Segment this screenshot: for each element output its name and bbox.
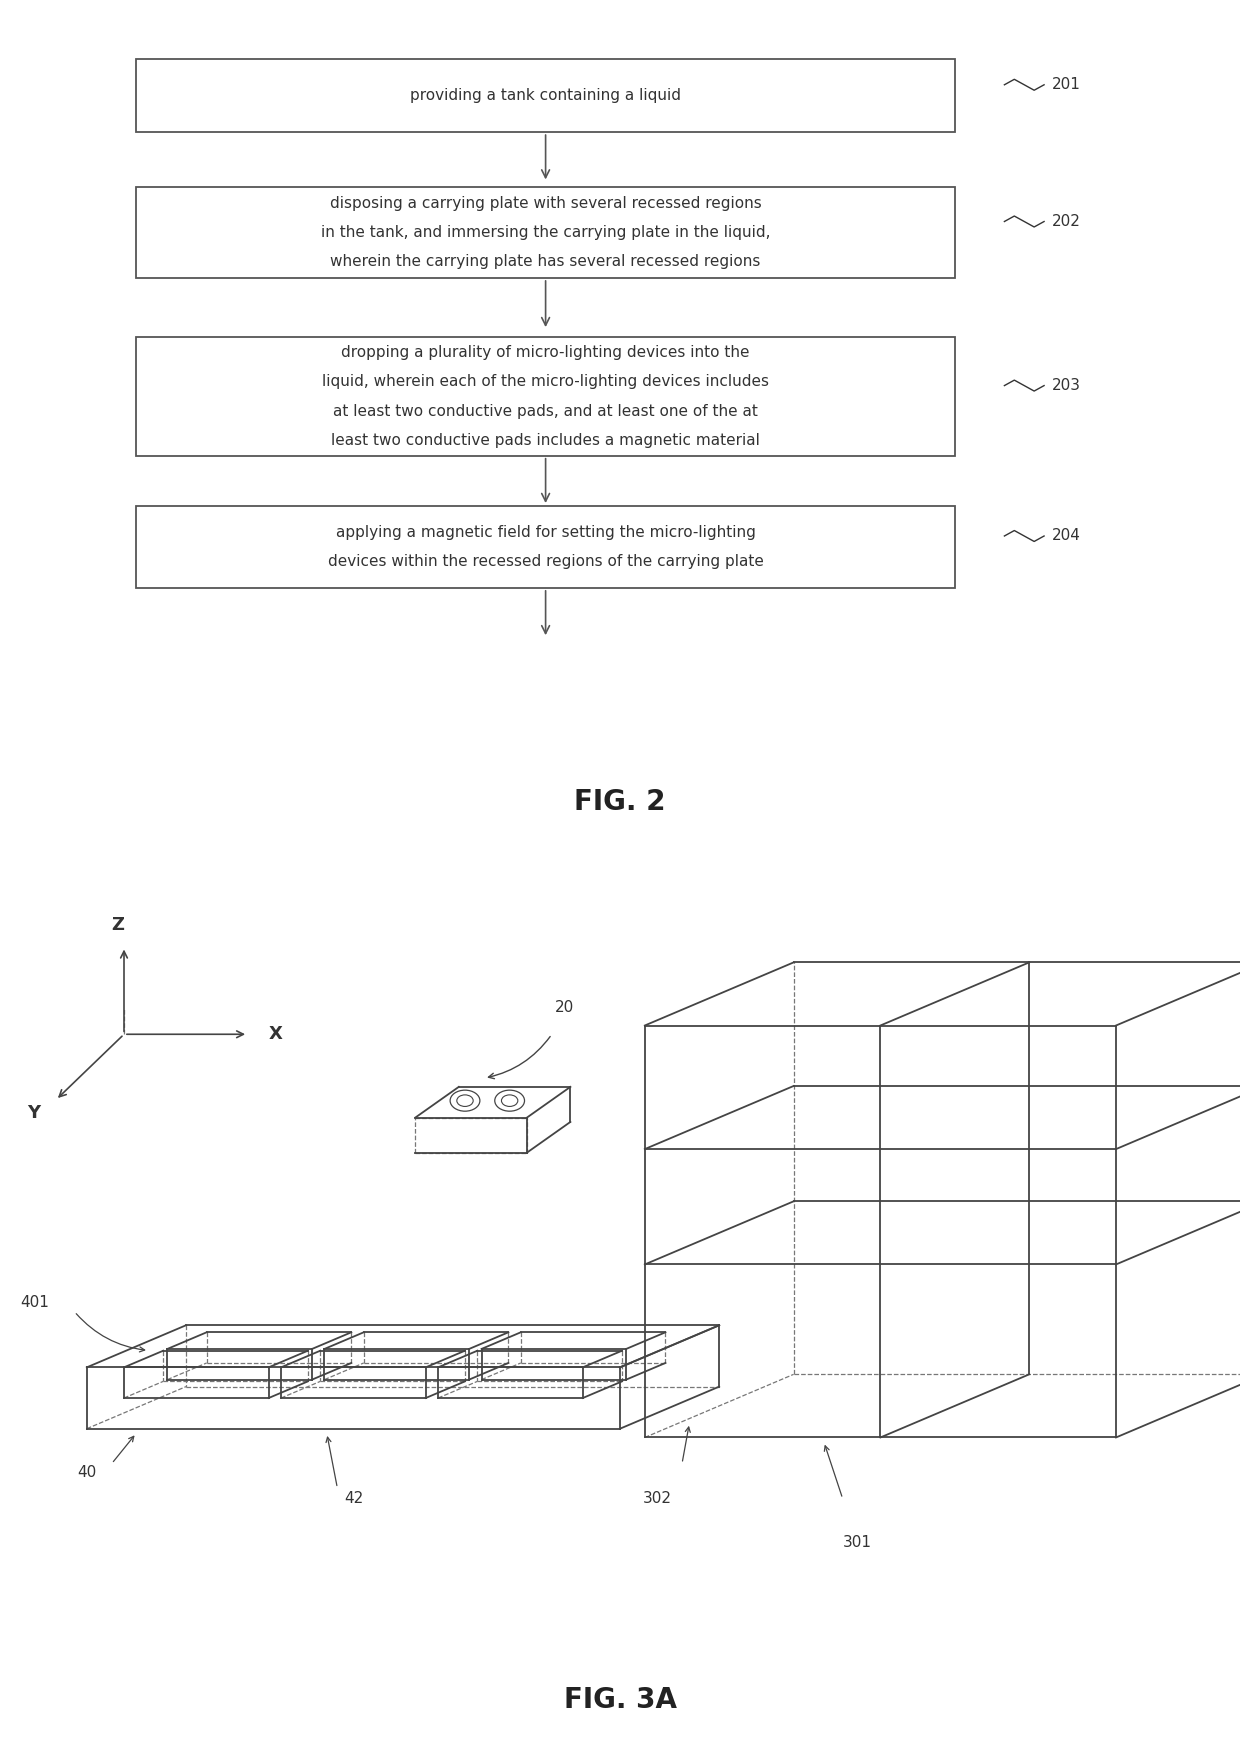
- Text: in the tank, and immersing the carrying plate in the liquid,: in the tank, and immersing the carrying …: [321, 224, 770, 240]
- Text: Y: Y: [27, 1104, 40, 1122]
- Text: providing a tank containing a liquid: providing a tank containing a liquid: [410, 88, 681, 103]
- Text: dropping a plurality of micro-lighting devices into the: dropping a plurality of micro-lighting d…: [341, 345, 750, 361]
- Text: 40: 40: [77, 1466, 97, 1480]
- Bar: [136, 60, 955, 131]
- Text: at least two conductive pads, and at least one of the at: at least two conductive pads, and at lea…: [334, 403, 758, 419]
- Text: devices within the recessed regions of the carrying plate: devices within the recessed regions of t…: [327, 554, 764, 570]
- Text: wherein the carrying plate has several recessed regions: wherein the carrying plate has several r…: [330, 254, 761, 270]
- Text: 401: 401: [21, 1295, 50, 1309]
- Text: X: X: [268, 1026, 283, 1043]
- Text: 204: 204: [1052, 528, 1080, 543]
- Text: disposing a carrying plate with several recessed regions: disposing a carrying plate with several …: [330, 196, 761, 210]
- Text: applying a magnetic field for setting the micro-lighting: applying a magnetic field for setting th…: [336, 524, 755, 540]
- Text: 302: 302: [642, 1492, 672, 1506]
- Text: least two conductive pads includes a magnetic material: least two conductive pads includes a mag…: [331, 433, 760, 447]
- Text: FIG. 3A: FIG. 3A: [563, 1686, 677, 1714]
- Text: FIG. 2: FIG. 2: [574, 789, 666, 817]
- Bar: [136, 507, 955, 587]
- Bar: [136, 188, 955, 279]
- Circle shape: [495, 1090, 525, 1111]
- Circle shape: [450, 1090, 480, 1111]
- Text: Z: Z: [112, 915, 124, 934]
- Bar: [136, 337, 955, 456]
- Text: 201: 201: [1052, 77, 1080, 93]
- Text: 202: 202: [1052, 214, 1080, 230]
- Text: liquid, wherein each of the micro-lighting devices includes: liquid, wherein each of the micro-lighti…: [322, 375, 769, 389]
- Text: 301: 301: [842, 1536, 872, 1550]
- Text: 203: 203: [1052, 379, 1080, 393]
- Text: 20: 20: [554, 1001, 574, 1015]
- Text: 42: 42: [343, 1492, 363, 1506]
